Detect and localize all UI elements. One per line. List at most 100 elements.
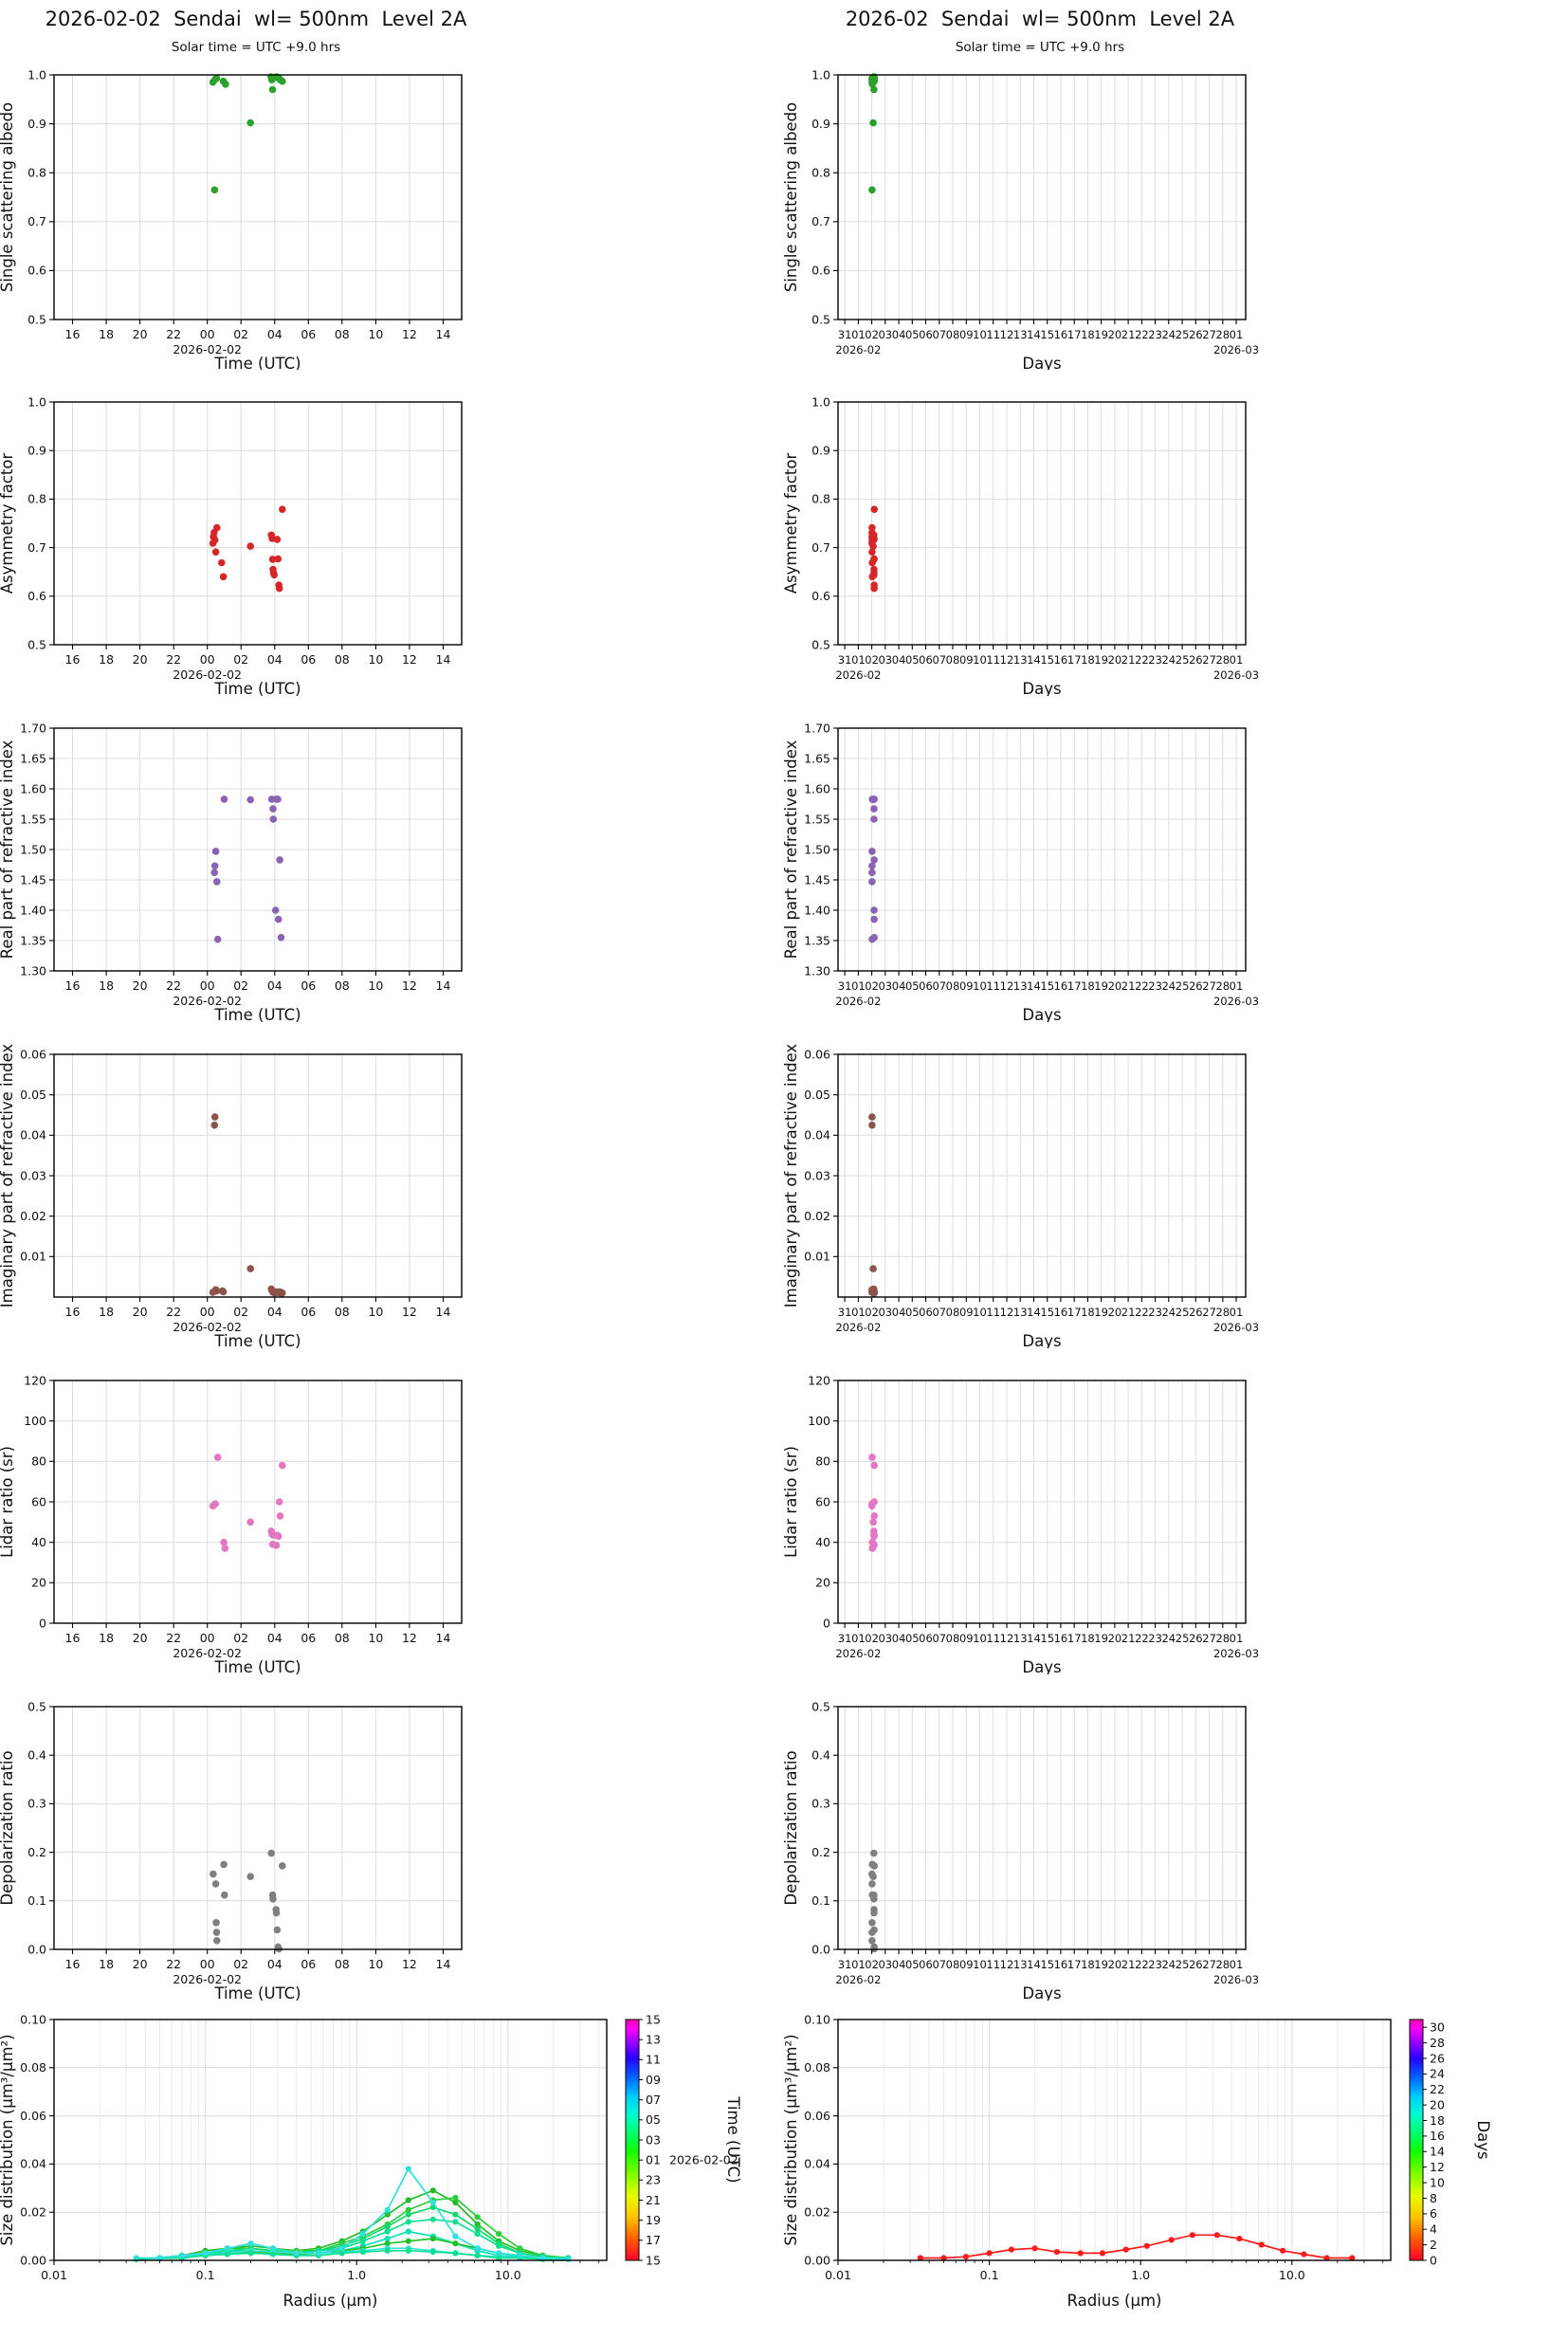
svg-text:07: 07 — [646, 2093, 661, 2107]
svg-text:17: 17 — [1067, 328, 1082, 341]
chart-cell-ssa-monthly: 2026-02 Sendai wl= 500nm Level 2A Solar … — [784, 0, 1568, 370]
svg-text:08: 08 — [335, 327, 350, 341]
svg-text:12: 12 — [402, 1305, 417, 1319]
svg-text:4: 4 — [1430, 2222, 1437, 2237]
svg-text:14: 14 — [1027, 328, 1041, 341]
svg-text:07: 07 — [932, 1306, 946, 1319]
svg-text:Days: Days — [1022, 680, 1061, 696]
svg-text:31: 31 — [838, 979, 852, 993]
svg-text:27: 27 — [1202, 1632, 1216, 1645]
svg-text:18: 18 — [99, 1957, 114, 1971]
svg-text:13: 13 — [646, 2033, 661, 2047]
svg-text:04: 04 — [267, 1957, 283, 1971]
svg-text:16: 16 — [1054, 653, 1068, 667]
svg-text:1.60: 1.60 — [20, 781, 46, 795]
svg-text:0.02: 0.02 — [20, 1209, 46, 1223]
svg-text:0.6: 0.6 — [27, 264, 46, 278]
chart-cell-imaginary-refractive-monthly: 31 01 02 03 04 05 06 07 08 09 10 11 12 13 14 15 16 17 18 19… — [784, 1022, 1568, 1348]
svg-text:0.9: 0.9 — [811, 117, 830, 131]
svg-text:09: 09 — [646, 2073, 661, 2087]
svg-text:08: 08 — [335, 652, 350, 667]
svg-text:0.02: 0.02 — [804, 1209, 830, 1223]
svg-text:10: 10 — [973, 328, 987, 341]
svg-text:10.0: 10.0 — [1279, 2268, 1305, 2282]
svg-text:00: 00 — [200, 1631, 215, 1645]
svg-text:1.0: 1.0 — [27, 67, 46, 82]
svg-text:18: 18 — [99, 978, 114, 993]
svg-text:20: 20 — [133, 327, 148, 341]
svg-text:10: 10 — [368, 1305, 383, 1319]
svg-text:0.01: 0.01 — [825, 2268, 851, 2282]
page-title-monthly: 2026-02 Sendai wl= 500nm Level 2A — [845, 8, 1235, 30]
svg-text:12: 12 — [402, 327, 417, 341]
svg-text:14: 14 — [1430, 2145, 1445, 2159]
svg-text:01: 01 — [1230, 1632, 1244, 1645]
svg-text:20: 20 — [1108, 1306, 1122, 1319]
svg-text:18: 18 — [1081, 1958, 1095, 1971]
svg-text:23: 23 — [1148, 1306, 1162, 1319]
svg-text:18: 18 — [99, 652, 114, 667]
svg-text:0.10: 0.10 — [804, 2012, 830, 2026]
svg-text:1.0: 1.0 — [811, 394, 830, 409]
svg-text:11: 11 — [986, 979, 1000, 993]
svg-text:80: 80 — [31, 1454, 46, 1469]
svg-text:14: 14 — [436, 978, 451, 993]
svg-text:24: 24 — [1161, 979, 1176, 993]
svg-text:25: 25 — [1176, 1306, 1190, 1319]
svg-text:Depolarization ratio: Depolarization ratio — [0, 1750, 16, 1905]
svg-text:16: 16 — [1054, 1632, 1068, 1645]
svg-text:01: 01 — [1230, 979, 1244, 993]
svg-text:Asymmetry factor: Asymmetry factor — [784, 453, 800, 594]
svg-text:02: 02 — [865, 328, 879, 341]
svg-text:2026-03: 2026-03 — [1213, 668, 1259, 682]
svg-text:21: 21 — [1121, 979, 1136, 993]
svg-text:24: 24 — [1161, 653, 1176, 667]
svg-text:19: 19 — [1094, 1632, 1108, 1645]
svg-text:1.45: 1.45 — [804, 872, 830, 887]
svg-text:17: 17 — [1067, 1632, 1082, 1645]
svg-text:03: 03 — [878, 979, 892, 993]
svg-text:0.6: 0.6 — [811, 589, 830, 603]
svg-text:12: 12 — [402, 1957, 417, 1971]
svg-text:09: 09 — [959, 653, 974, 667]
svg-text:1.65: 1.65 — [804, 751, 830, 765]
svg-text:1.40: 1.40 — [20, 903, 46, 917]
svg-text:14: 14 — [436, 1305, 451, 1319]
svg-text:2026-02-02: 2026-02-02 — [173, 1320, 242, 1334]
svg-text:Imaginary part of refractive i: Imaginary part of refractive index — [0, 1044, 16, 1308]
svg-text:1.35: 1.35 — [20, 933, 46, 947]
svg-text:0.02: 0.02 — [804, 2205, 830, 2220]
svg-text:22: 22 — [1135, 653, 1149, 667]
svg-text:14: 14 — [1027, 979, 1041, 993]
svg-text:11: 11 — [646, 2053, 661, 2067]
svg-text:0.9: 0.9 — [27, 444, 46, 458]
svg-text:2026-02-02: 2026-02-02 — [669, 2153, 738, 2167]
depolarization-monthly-plot: 31 01 02 03 04 05 06 07 08 09 10 11 12 13 14 15 16 17 18 19… — [784, 1699, 1259, 2001]
svg-text:0.5: 0.5 — [27, 1699, 46, 1713]
svg-text:06: 06 — [301, 327, 316, 341]
svg-text:0.8: 0.8 — [811, 492, 830, 506]
svg-text:18: 18 — [99, 1305, 114, 1319]
svg-text:03: 03 — [646, 2132, 661, 2147]
svg-text:0: 0 — [39, 1616, 46, 1630]
svg-text:08: 08 — [946, 653, 960, 667]
svg-text:1.0: 1.0 — [811, 67, 830, 82]
svg-text:10: 10 — [973, 979, 987, 993]
svg-text:80: 80 — [815, 1454, 830, 1469]
svg-text:02: 02 — [233, 1631, 248, 1645]
svg-text:0.03: 0.03 — [804, 1168, 830, 1182]
svg-text:10: 10 — [368, 1957, 383, 1971]
svg-text:0.1: 0.1 — [27, 1893, 46, 1908]
svg-text:120: 120 — [808, 1373, 830, 1387]
page-title-daily: 2026-02-02 Sendai wl= 500nm Level 2A — [45, 8, 467, 30]
svg-text:2026-02-02: 2026-02-02 — [173, 1646, 242, 1660]
svg-text:08: 08 — [335, 978, 350, 993]
svg-text:1.0: 1.0 — [347, 2268, 366, 2282]
svg-text:Time (UTC): Time (UTC) — [213, 1006, 301, 1022]
svg-text:01: 01 — [851, 1306, 866, 1319]
svg-text:0.08: 0.08 — [804, 2060, 830, 2075]
svg-text:0.04: 0.04 — [20, 2157, 46, 2171]
svg-text:12: 12 — [1000, 653, 1014, 667]
svg-text:26: 26 — [1189, 979, 1203, 993]
svg-text:21: 21 — [646, 2193, 661, 2207]
